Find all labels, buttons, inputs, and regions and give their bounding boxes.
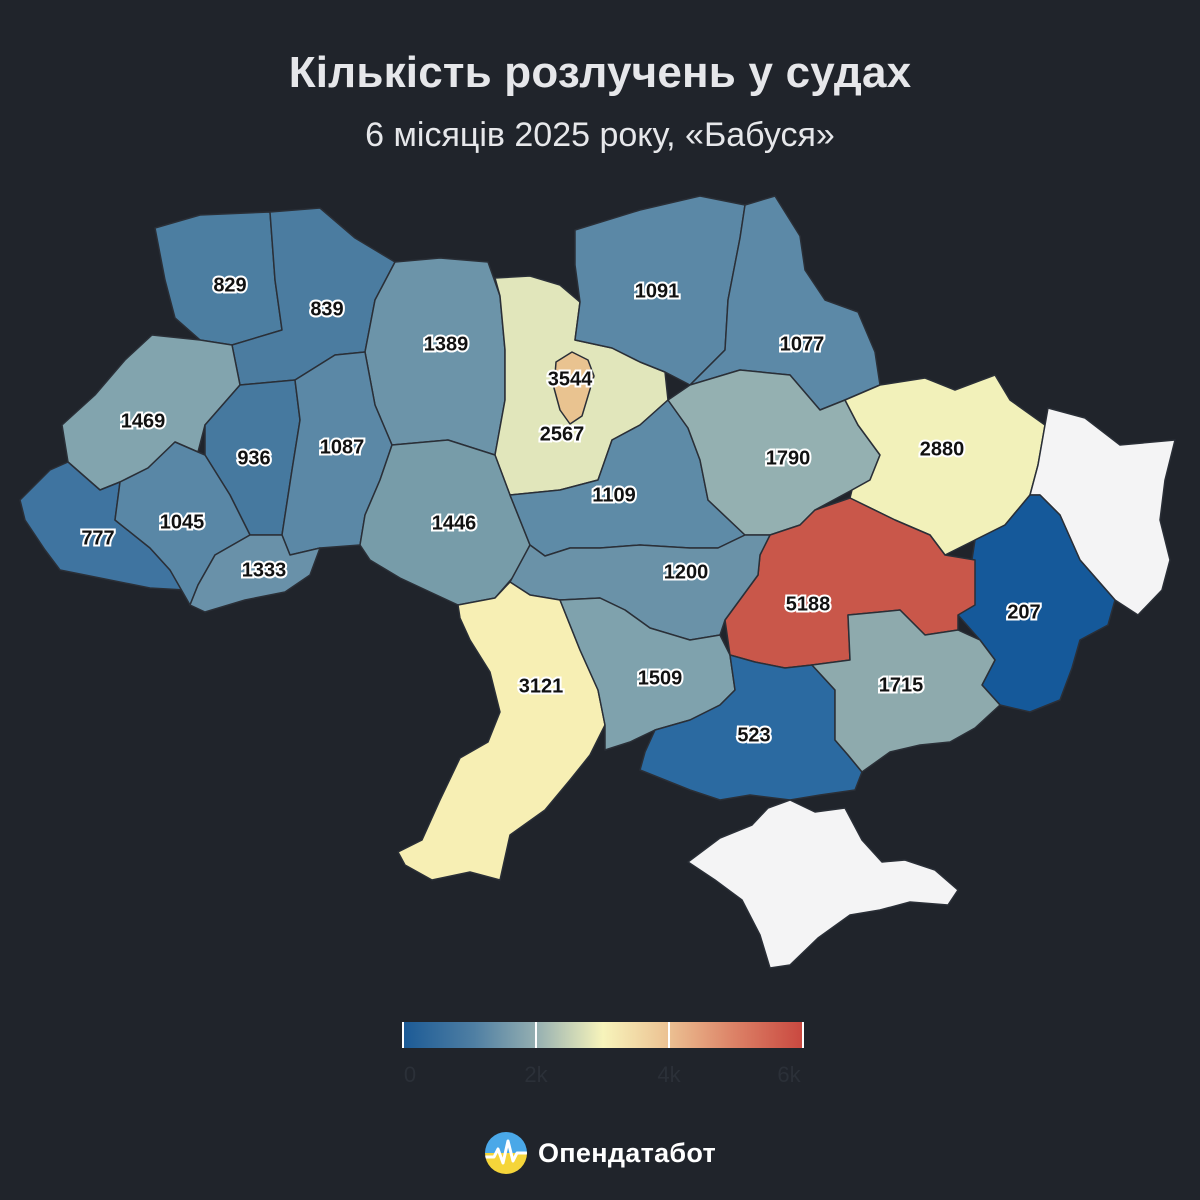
label-zhytomyr: 1389 — [424, 333, 469, 355]
region-chernivtsi — [189, 534, 321, 613]
map-subtitle: 6 місяців 2025 року, «Бабуся» — [365, 116, 835, 154]
scale-label: 2k — [524, 1062, 548, 1087]
label-zaporizhzhia: 1715 — [879, 674, 924, 696]
label-mykolaiv: 1509 — [638, 667, 683, 689]
label-odesa: 3121 — [519, 675, 564, 697]
region-zaporizhzhia — [811, 609, 1001, 773]
region-kyiv-city — [553, 351, 595, 425]
label-donetsk: 207 — [1007, 601, 1040, 623]
label-kherson: 523 — [737, 724, 770, 746]
label-cherkasy: 1109 — [592, 484, 635, 506]
scale-tick — [402, 1022, 404, 1048]
label-kyiv-city: 3544 — [548, 368, 593, 390]
label-rivne: 839 — [310, 298, 343, 320]
ukraine-choropleth-map: 829 839 1389 3544 2567 1091 1077 1469 93… — [19, 195, 1176, 969]
label-lviv: 1469 — [121, 410, 166, 432]
label-chernivtsi: 1333 — [242, 559, 287, 581]
color-scale-bar — [402, 1022, 804, 1048]
brand-footer: Опендатабот — [484, 1130, 716, 1176]
label-ivano-frankivsk: 1045 — [160, 511, 205, 533]
label-sumy: 1077 — [780, 333, 825, 355]
label-kirovohrad: 1200 — [664, 561, 709, 583]
label-chernihiv: 1091 — [635, 280, 680, 302]
region-crimea — [687, 799, 959, 969]
label-dnipro: 5188 — [786, 593, 831, 615]
brand-name: Опендатабот — [538, 1137, 717, 1168]
region-zhytomyr — [364, 257, 506, 456]
scale-tick — [535, 1022, 537, 1048]
label-kharkiv: 2880 — [920, 438, 965, 460]
label-volyn: 829 — [213, 274, 246, 296]
label-kyiv-oblast: 2567 — [540, 423, 585, 445]
opendatabot-logo-icon — [485, 1132, 527, 1174]
scale-label: 6k — [777, 1062, 801, 1087]
map-title: Кількість розлучень у судах — [288, 48, 912, 97]
label-vinnytsia: 1446 — [432, 512, 477, 534]
scale-label: 0 — [403, 1062, 417, 1087]
label-ternopil: 936 — [237, 447, 270, 469]
scale-label: 4k — [657, 1062, 681, 1087]
scale-tick — [668, 1022, 670, 1048]
label-poltava: 1790 — [766, 447, 811, 469]
color-scale-legend: 0 2k 4k 6k — [402, 1022, 804, 1092]
label-zakarpattia: 777 — [81, 527, 114, 549]
scale-tick — [802, 1022, 804, 1048]
label-khmelnytskyi: 1087 — [320, 436, 365, 458]
